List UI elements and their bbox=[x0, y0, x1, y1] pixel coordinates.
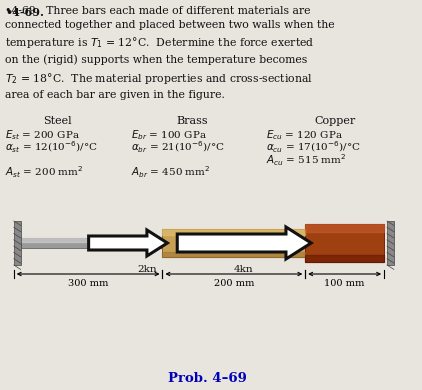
Text: •4-69.: •4-69. bbox=[5, 7, 44, 18]
Text: 4kn: 4kn bbox=[234, 265, 254, 274]
Bar bbox=[305, 255, 384, 262]
Text: •4-69.  Three bars each made of different materials are
connected together and p: •4-69. Three bars each made of different… bbox=[5, 6, 335, 100]
Bar bbox=[162, 252, 305, 257]
Text: 300 mm: 300 mm bbox=[68, 279, 108, 288]
Text: $\alpha_{cu}$ = 17(10$^{-6}$)/°C: $\alpha_{cu}$ = 17(10$^{-6}$)/°C bbox=[266, 140, 360, 155]
Polygon shape bbox=[89, 230, 168, 256]
Bar bbox=[162, 229, 305, 235]
Text: $A_{cu}$ = 515 mm$^2$: $A_{cu}$ = 515 mm$^2$ bbox=[266, 152, 346, 168]
Bar bbox=[305, 224, 384, 262]
Text: $E_{st}$ = 200 GPa: $E_{st}$ = 200 GPa bbox=[5, 128, 80, 142]
Text: $A_{st}$ = 200 mm$^2$: $A_{st}$ = 200 mm$^2$ bbox=[5, 164, 84, 180]
Text: Prob. 4–69: Prob. 4–69 bbox=[168, 372, 247, 385]
Bar bbox=[14, 221, 21, 265]
Text: $\alpha_{st}$ = 12(10$^{-6}$)/°C: $\alpha_{st}$ = 12(10$^{-6}$)/°C bbox=[5, 140, 97, 155]
Text: $E_{br}$ = 100 GPa: $E_{br}$ = 100 GPa bbox=[131, 128, 207, 142]
Text: $E_{cu}$ = 120 GPa: $E_{cu}$ = 120 GPa bbox=[266, 128, 343, 142]
Text: 200 mm: 200 mm bbox=[214, 279, 254, 288]
Text: $A_{br}$ = 450 mm$^2$: $A_{br}$ = 450 mm$^2$ bbox=[131, 164, 211, 180]
Bar bbox=[162, 229, 305, 257]
Bar bbox=[21, 238, 162, 248]
Text: Steel: Steel bbox=[43, 116, 71, 126]
Bar bbox=[305, 224, 384, 232]
Text: 100 mm: 100 mm bbox=[325, 279, 365, 288]
Text: Copper: Copper bbox=[314, 116, 355, 126]
Text: 2kn: 2kn bbox=[137, 265, 157, 274]
Bar bbox=[387, 221, 394, 265]
Text: $\alpha_{br}$ = 21(10$^{-6}$)/°C: $\alpha_{br}$ = 21(10$^{-6}$)/°C bbox=[131, 140, 225, 155]
Text: Brass: Brass bbox=[176, 116, 208, 126]
Polygon shape bbox=[177, 227, 311, 259]
Bar bbox=[21, 238, 162, 241]
